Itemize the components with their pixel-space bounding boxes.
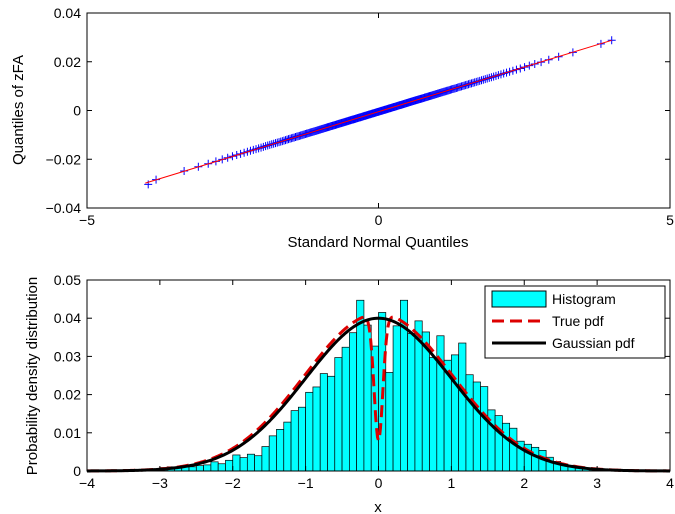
histogram-bar	[385, 372, 394, 472]
qq-plot: −5 0 5 −0.04 −0.02 0 0.02 0.04 Standard Normal …	[10, 5, 674, 251]
hist-ytick-label: 0	[73, 463, 81, 479]
hist-xtick-label: −4	[79, 475, 95, 491]
hist-xtick-label: −2	[225, 475, 241, 491]
legend-label-gaussian-pdf: Gaussian pdf	[552, 335, 635, 351]
histogram-bar	[290, 410, 299, 472]
histogram-bar	[407, 333, 416, 472]
gaussian-pdf-curve	[86, 316, 671, 473]
qq-xtick-label: 5	[666, 212, 674, 228]
qq-ytick-label: −0.02	[46, 151, 82, 167]
histogram-bar	[494, 415, 503, 472]
histogram-bar	[246, 453, 255, 472]
hist-ytick-label: 0.01	[54, 425, 81, 441]
legend-swatch-histogram	[491, 290, 547, 308]
histogram-bar	[349, 332, 357, 472]
histogram-bar	[305, 391, 314, 472]
histogram-bar	[232, 454, 241, 472]
histogram-bar	[225, 459, 234, 472]
histogram-bar	[509, 427, 518, 472]
histogram-bar	[480, 386, 489, 472]
histogram-bar	[217, 463, 226, 472]
hist-plot: −4 −3 −2 −1 0 1 2 3 4 0 0.01 0.02 0.03 0.04 0.05 x Pro…	[24, 272, 674, 514]
hist-ytick-label: 0.02	[54, 387, 81, 403]
hist-xtick-label: 0	[375, 475, 383, 491]
histogram-bar	[319, 373, 328, 472]
histogram-bar	[210, 461, 219, 472]
qq-xtick-label: −5	[79, 212, 95, 228]
histogram-bar	[203, 464, 212, 472]
hist-xtick-label: 1	[447, 475, 455, 491]
histogram-bar	[188, 466, 197, 472]
histogram-bar	[341, 346, 350, 472]
histogram-bar	[392, 325, 401, 472]
histogram-bar	[465, 374, 474, 472]
histogram-bar	[451, 354, 460, 472]
legend-label-true-pdf: True pdf	[552, 313, 604, 329]
qq-ylabel: Quantiles of zFA	[10, 55, 27, 165]
legend-label-histogram: Histogram	[552, 291, 616, 307]
qq-ytick-label: −0.04	[46, 200, 82, 216]
qq-xtick-label: 0	[375, 212, 383, 228]
histogram-bar	[334, 357, 343, 472]
histogram-bar	[421, 331, 430, 472]
qq-ytick-label: 0.02	[54, 54, 81, 70]
qq-ytick-label: 0.04	[54, 5, 81, 21]
hist-ytick-label: 0.05	[54, 272, 81, 288]
qq-ytick-label: 0	[73, 103, 81, 119]
hist-xtick-label: −3	[152, 475, 168, 491]
hist-ytick-label: 0.03	[54, 348, 81, 364]
histogram-bar	[283, 421, 292, 472]
histogram-bar	[502, 422, 511, 472]
hist-xtick-label: 3	[593, 475, 601, 491]
hist-xlabel: x	[374, 499, 382, 514]
histogram-bar	[531, 446, 540, 472]
qq-reference-line	[145, 39, 612, 184]
legend: Histogram True pdf Gaussian pdf	[484, 285, 666, 359]
qq-ticks: −5 0 5 −0.04 −0.02 0 0.02 0.04	[46, 5, 675, 228]
hist-xtick-label: 2	[520, 475, 528, 491]
histogram-bar	[297, 406, 306, 472]
histogram-bar	[312, 386, 321, 472]
histogram-bar	[429, 357, 438, 472]
hist-xtick-label: −1	[298, 475, 314, 491]
qq-xlabel: Standard Normal Quantiles	[288, 234, 469, 251]
histogram-bar	[458, 342, 467, 472]
hist-xtick-label: 4	[666, 475, 674, 491]
histogram-bar	[254, 455, 263, 472]
histogram-bar	[261, 446, 270, 472]
histogram-bar	[268, 435, 277, 472]
histogram-bar	[239, 457, 248, 472]
hist-ylabel: Probability density distribution	[24, 277, 41, 475]
histogram-bar	[276, 429, 285, 472]
histogram-bar	[472, 381, 481, 472]
histogram-bar	[327, 375, 336, 472]
qq-point	[144, 180, 153, 189]
hist-ytick-label: 0.04	[54, 310, 81, 326]
histogram-bar	[195, 465, 204, 472]
hist-ticks: −4 −3 −2 −1 0 1 2 3 4 0 0.01 0.02 0.03 0.04 0.05	[54, 272, 674, 491]
